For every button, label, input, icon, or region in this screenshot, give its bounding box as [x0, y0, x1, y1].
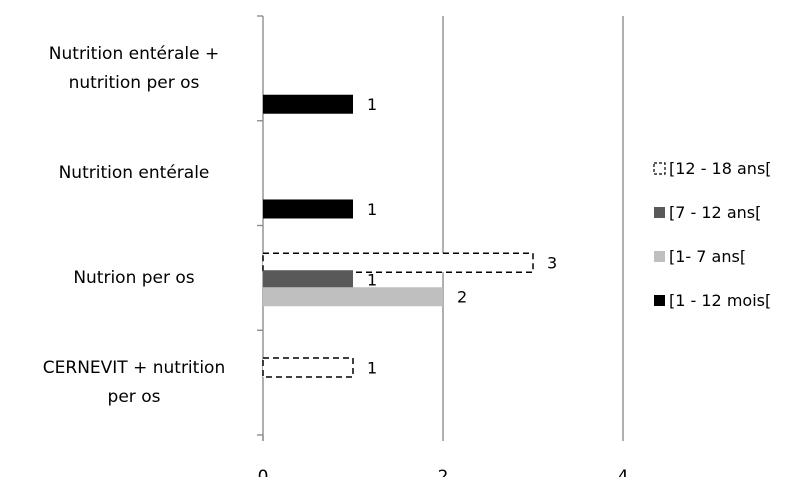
- x-tick-label-0: 0: [258, 467, 269, 477]
- bar: [263, 199, 353, 219]
- category-label: Nutrion per os: [73, 268, 194, 288]
- data-label: 1: [367, 95, 377, 114]
- category-label: nutrition per os: [69, 73, 200, 93]
- category-label: Nutrition entérale +: [49, 44, 219, 64]
- category-label: CERNEVIT + nutrition: [43, 358, 225, 378]
- legend-label: [12 - 18 ans[: [669, 159, 772, 178]
- legend-label: [7 - 12 ans[: [669, 203, 761, 222]
- data-label: 3: [547, 254, 557, 273]
- legend-swatch: [654, 251, 665, 262]
- bar: [262, 357, 354, 378]
- x-tick-label-4: 4: [618, 467, 629, 477]
- legend-label: [1- 7 ans[: [669, 247, 746, 266]
- category-label: Nutrition entérale: [59, 163, 210, 183]
- legend-swatch: [653, 162, 666, 175]
- legend-swatch: [654, 207, 665, 218]
- category-label: per os: [108, 387, 161, 407]
- data-label: 2: [457, 288, 467, 307]
- data-label: 1: [367, 271, 377, 290]
- bar: [263, 94, 353, 114]
- x-tick-label-2: 2: [438, 467, 449, 477]
- data-label: 1: [367, 200, 377, 219]
- bar: [262, 252, 534, 273]
- data-label: 1: [367, 358, 377, 377]
- bar: [263, 287, 443, 307]
- bar: [263, 270, 353, 290]
- legend-swatch: [654, 295, 665, 306]
- legend-label: [1 - 12 mois[: [669, 291, 771, 310]
